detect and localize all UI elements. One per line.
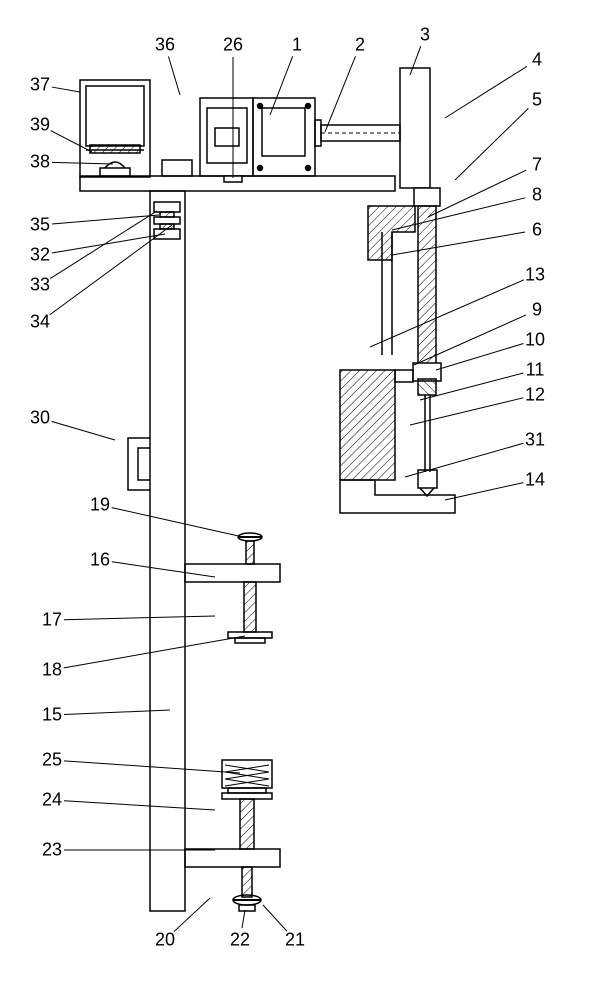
callout-label-13: 13 (525, 265, 545, 286)
leader-line-24 (64, 801, 215, 810)
callout-label-2: 2 (355, 35, 365, 56)
callout-label-32: 32 (30, 245, 50, 266)
block-36 (162, 160, 192, 176)
leader-line-14 (445, 483, 523, 500)
callout-label-9: 9 (532, 300, 542, 321)
callout-label-26: 26 (223, 35, 243, 56)
leader-line-2 (325, 56, 356, 132)
callout-label-35: 35 (30, 215, 50, 236)
callout-label-10: 10 (525, 330, 545, 351)
callout-label-3: 3 (420, 25, 430, 46)
callout-label-38: 38 (30, 152, 50, 173)
leader-line-33 (50, 211, 157, 279)
callout-label-24: 24 (42, 790, 62, 811)
callout-label-14: 14 (525, 470, 545, 491)
callout-label-18: 18 (42, 660, 62, 681)
callout-label-6: 6 (532, 220, 542, 241)
leader-line-38 (52, 162, 113, 164)
leader-line-12 (410, 398, 523, 425)
callout-label-25: 25 (42, 750, 62, 771)
leader-line-32 (52, 234, 165, 253)
leader-line-6 (392, 232, 525, 255)
callout-label-5: 5 (532, 90, 542, 111)
shaft (321, 125, 400, 141)
leader-line-18 (64, 636, 245, 668)
callout-label-39: 39 (30, 115, 50, 136)
callout-label-8: 8 (532, 185, 542, 206)
leader-line-19 (112, 508, 243, 537)
leader-line-15 (64, 710, 170, 714)
callout-label-4: 4 (532, 50, 542, 71)
leader-line-1 (270, 56, 293, 115)
threaded-rod (418, 206, 436, 379)
callout-label-23: 23 (42, 840, 62, 861)
leader-line-30 (52, 421, 115, 440)
leader-line-20 (174, 898, 210, 932)
lower-block (340, 370, 395, 480)
leader-line-21 (263, 905, 287, 931)
leader-line-17 (64, 616, 215, 620)
callout-label-11: 11 (526, 360, 545, 381)
leader-line-36 (168, 56, 180, 95)
callout-label-37: 37 (30, 75, 50, 96)
callout-label-15: 15 (42, 705, 62, 726)
callout-label-12: 12 (525, 385, 545, 406)
callout-label-36: 36 (155, 35, 175, 56)
handle (128, 438, 150, 490)
leader-line-25 (64, 761, 240, 773)
callout-label-30: 30 (30, 408, 50, 429)
callout-label-1: 1 (292, 35, 302, 56)
leader-line-13 (370, 280, 524, 347)
callout-label-33: 33 (30, 275, 50, 296)
motor-back (200, 98, 253, 176)
vertical-column (150, 191, 185, 911)
callout-label-7: 7 (532, 155, 542, 176)
leader-line-34 (50, 225, 172, 315)
leader-line-10 (436, 343, 524, 370)
leader-line-37 (52, 87, 80, 92)
callout-label-17: 17 (42, 610, 62, 631)
callout-label-22: 22 (230, 930, 250, 951)
callout-label-21: 21 (285, 930, 305, 951)
right-block (400, 68, 430, 188)
callout-label-20: 20 (155, 930, 175, 951)
leader-line-5 (455, 108, 528, 180)
callout-label-19: 19 (90, 495, 110, 516)
diagram-container: 1234578613910111231143019161718152524232… (0, 0, 594, 1000)
leader-line-31 (405, 443, 523, 477)
leader-line-3 (410, 46, 421, 75)
leader-line-4 (445, 66, 527, 118)
leader-line-22 (242, 910, 245, 928)
callout-label-16: 16 (90, 550, 110, 571)
callout-label-31: 31 (525, 430, 545, 451)
callout-label-34: 34 (30, 312, 50, 333)
